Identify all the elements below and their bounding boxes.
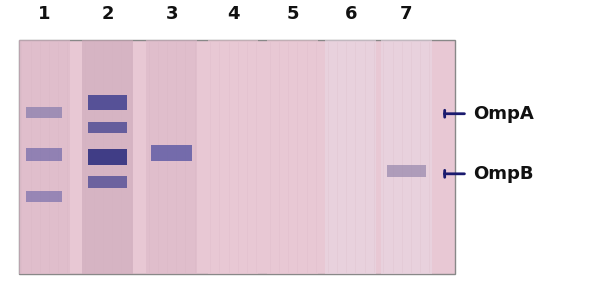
Text: 7: 7	[400, 5, 413, 23]
FancyBboxPatch shape	[19, 40, 455, 274]
Text: 1: 1	[38, 5, 50, 23]
Bar	[19, 40, 70, 274]
Text: OmpA: OmpA	[473, 105, 534, 123]
Bar	[82, 40, 133, 274]
Bar	[26, 107, 62, 118]
Bar	[88, 176, 127, 189]
Bar	[325, 40, 376, 274]
Text: 5: 5	[287, 5, 299, 23]
Bar	[146, 40, 197, 274]
Bar	[88, 149, 127, 165]
Text: 6: 6	[344, 5, 357, 23]
Bar	[88, 122, 127, 133]
Text: 2: 2	[101, 5, 114, 23]
Text: 3: 3	[166, 5, 178, 23]
Bar	[381, 40, 431, 274]
Bar	[208, 40, 259, 274]
Bar	[26, 148, 62, 160]
Bar	[88, 95, 127, 110]
Bar	[387, 165, 426, 177]
Bar	[151, 145, 193, 160]
Bar	[268, 40, 318, 274]
Text: OmpB: OmpB	[473, 165, 533, 183]
Bar	[26, 191, 62, 202]
Text: 4: 4	[227, 5, 239, 23]
